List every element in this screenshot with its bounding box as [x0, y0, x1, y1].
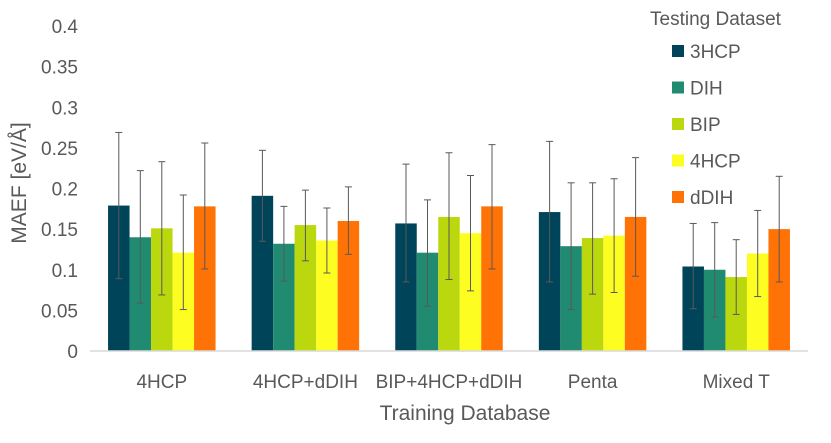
legend-label: BIP — [690, 115, 721, 136]
y-tick-label: 0.35 — [41, 58, 78, 79]
x-tick-label: 4HCP — [136, 372, 187, 393]
bar-ddih-1 — [337, 221, 360, 351]
x-axis-ticks: 4HCP 4HCP+dDIH BIP+4HCP+dDIH Penta Mixed T — [136, 372, 770, 393]
x-axis-title: Training Database — [380, 402, 551, 425]
legend: Testing Dataset 3HCP DIH BIP 4HCP dDIH — [650, 9, 782, 209]
y-tick-label: 0.4 — [52, 17, 79, 38]
error-bars — [115, 131, 783, 318]
legend-label: DIH — [690, 79, 723, 100]
legend-title: Testing Dataset — [650, 9, 782, 30]
x-tick-label: BIP+4HCP+dDIH — [376, 372, 523, 393]
x-tick-label: Penta — [568, 372, 618, 393]
bar-3hcp-1 — [251, 195, 274, 351]
bar-bip-2 — [438, 216, 460, 351]
y-tick-label: 0 — [67, 342, 78, 363]
bar-4hcp-1 — [316, 240, 338, 351]
y-tick-label: 0.05 — [41, 301, 78, 322]
y-axis-title: MAEF [eV/Å] — [8, 122, 31, 243]
bar-3hcp-2 — [395, 223, 417, 351]
bar-ddih-2 — [481, 206, 503, 351]
legend-swatch-dih — [672, 81, 684, 94]
legend-swatch-4hcp — [672, 154, 684, 167]
bar-ddih-4 — [768, 229, 790, 351]
legend-swatch-3hcp — [672, 45, 684, 57]
y-tick-label: 0.3 — [52, 98, 78, 119]
y-axis-ticks: 0 0.05 0.1 0.15 0.2 0.25 0.3 0.35 0.4 — [41, 17, 78, 363]
bar-ddih-3 — [624, 216, 647, 351]
legend-label: 4HCP — [690, 152, 741, 173]
y-tick-label: 0.1 — [52, 261, 78, 282]
y-tick-label: 0.2 — [52, 180, 78, 201]
legend-label: 3HCP — [690, 42, 741, 63]
bar-4hcp-4 — [746, 253, 769, 351]
legend-label: dDIH — [690, 188, 733, 209]
bar-4hcp-2 — [459, 233, 482, 351]
y-tick-label: 0.15 — [41, 220, 78, 241]
bar-4hcp-3 — [603, 235, 625, 351]
legend-swatch-ddih — [672, 191, 684, 203]
bar-dih-1 — [273, 243, 295, 351]
legend-swatch-bip — [672, 118, 684, 130]
y-tick-label: 0.25 — [41, 139, 78, 160]
x-tick-label: Mixed T — [703, 372, 771, 393]
bar-bip-1 — [294, 225, 317, 351]
bar-ddih-0 — [194, 206, 216, 351]
x-tick-label: 4HCP+dDIH — [253, 372, 358, 393]
